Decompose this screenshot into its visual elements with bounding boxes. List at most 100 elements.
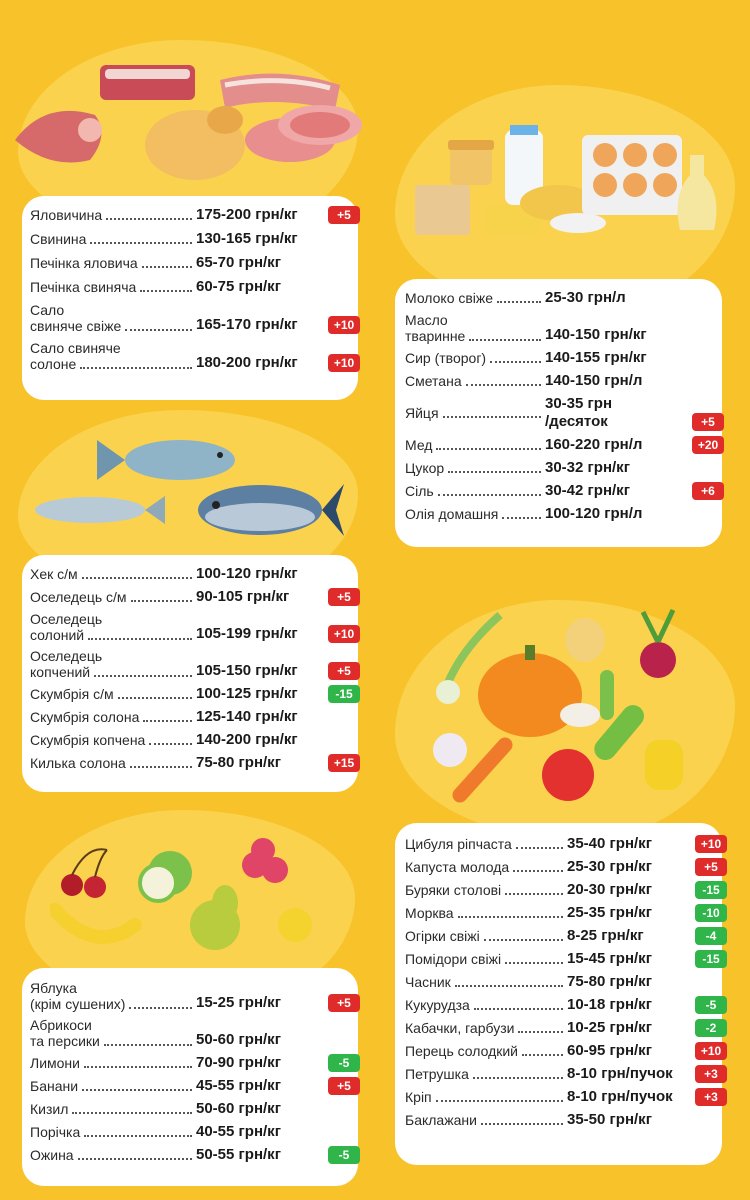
price-unit: грн/кг bbox=[604, 326, 647, 343]
product-name: Сир (творог) bbox=[405, 350, 487, 366]
product-name: Сало свиняче bbox=[30, 340, 121, 356]
product-name: Банани bbox=[30, 1078, 79, 1094]
price-unit: грн/кг bbox=[246, 588, 290, 605]
price-row: Сало свиняче солоне 180-200 грн/кг +10 bbox=[30, 340, 360, 372]
price-change-badge: +10 bbox=[328, 625, 360, 643]
price-row: Баклажани 35-50 грн/кг bbox=[405, 1111, 714, 1129]
price-row: Кукурудза 10-18 грн/кг -5 bbox=[405, 996, 727, 1014]
price-value: 8-10 bbox=[567, 1065, 598, 1082]
price-group: 140-150 грн/кг bbox=[545, 326, 647, 344]
product-name-group: Оселедець с/м bbox=[30, 589, 196, 605]
leader-dots bbox=[513, 870, 563, 872]
price-change-badge: +5 bbox=[692, 413, 724, 431]
product-name-line2: копчений bbox=[30, 664, 91, 680]
price-group: 100-120 грн/л bbox=[545, 505, 642, 523]
price-group: 8-10 грн/пучок bbox=[567, 1065, 673, 1083]
leader-dots bbox=[125, 329, 192, 331]
price-value: 40-55 bbox=[196, 1123, 235, 1140]
price-group: 10-18 грн/кг bbox=[567, 996, 652, 1014]
product-name: Оселедець с/м bbox=[30, 589, 127, 605]
leader-dots bbox=[465, 384, 541, 386]
leader-dots bbox=[81, 577, 192, 579]
price-row: Яйця 30-35 грн/десяток +5 bbox=[405, 395, 724, 431]
product-name-group: Яйця bbox=[405, 405, 545, 421]
price-unit: грн/л bbox=[604, 372, 643, 389]
product-name-group: Порічка bbox=[30, 1124, 196, 1140]
product-name-group: Лимони bbox=[30, 1055, 196, 1071]
leader-dots bbox=[442, 416, 541, 418]
product-name: Часник bbox=[405, 974, 451, 990]
leader-dots bbox=[80, 367, 192, 369]
price-value: 25-30 bbox=[545, 289, 584, 306]
price-value: 65-70 bbox=[196, 254, 235, 271]
leader-dots bbox=[140, 290, 192, 292]
price-change-badge: +10 bbox=[695, 835, 727, 853]
product-name: Свинина bbox=[30, 231, 87, 247]
product-name-group: Часник bbox=[405, 974, 567, 990]
price-change-badge: +3 bbox=[695, 1065, 727, 1083]
price-unit: грн/кг bbox=[238, 254, 281, 271]
price-unit: грн/кг bbox=[255, 565, 298, 582]
price-unit: грн/л bbox=[604, 505, 643, 522]
price-value: 60-75 bbox=[196, 278, 235, 295]
price-value: 8-25 bbox=[567, 927, 598, 944]
product-name-group: Сіль bbox=[405, 483, 545, 499]
price-unit: грн/л bbox=[587, 289, 626, 306]
price-value: 180-200 bbox=[196, 354, 252, 371]
product-name-group: Печінка яловича bbox=[30, 255, 196, 271]
price-row: Печінка яловича 65-70 грн/кг bbox=[30, 254, 350, 272]
price-change-badge: +20 bbox=[692, 436, 724, 454]
product-name-line2: тваринне bbox=[405, 328, 466, 344]
price-row: Цибуля ріпчаста 35-40 грн/кг +10 bbox=[405, 835, 727, 853]
price-row: Сир (творог) 140-155 грн/кг bbox=[405, 349, 714, 367]
price-value: 100-125 bbox=[196, 685, 252, 702]
meat-price-list: Яловичина 175-200 грн/кг +5 Свинина 130-165 … bbox=[22, 196, 360, 372]
price-unit: грн/кг bbox=[609, 1042, 652, 1059]
price-value: 60-95 bbox=[567, 1042, 606, 1059]
price-unit: грн/кг bbox=[255, 230, 298, 247]
product-name: Перець солодкий bbox=[405, 1043, 518, 1059]
price-value: 25-30 bbox=[567, 858, 606, 875]
price-group: 60-75 грн/кг bbox=[196, 278, 281, 296]
price-row: Кабачки, гарбузи 10-25 грн/кг -2 bbox=[405, 1019, 727, 1037]
product-name: Огірки свіжі bbox=[405, 928, 480, 944]
price-row: Сіль 30-42 грн/кг +6 bbox=[405, 482, 724, 500]
leader-dots bbox=[437, 494, 541, 496]
price-group: 25-30 грн/кг bbox=[567, 858, 652, 876]
price-group: 15-25 грн/кг bbox=[196, 994, 281, 1012]
product-name: Оселедець bbox=[30, 648, 103, 664]
price-group: 10-25 грн/кг bbox=[567, 1019, 652, 1037]
price-value: 165-170 bbox=[196, 316, 252, 333]
price-row: Оселедець копчений 105-150 грн/кг +5 bbox=[30, 648, 360, 680]
leader-dots bbox=[436, 448, 541, 450]
price-unit: грн/кг bbox=[255, 206, 298, 223]
price-change-badge: +10 bbox=[328, 354, 360, 372]
vegetable-illustration bbox=[433, 608, 683, 803]
leader-dots bbox=[90, 242, 192, 244]
price-unit: грн/пучок bbox=[601, 1088, 673, 1105]
price-value: 20-30 bbox=[567, 881, 606, 898]
price-row: Кріп 8-10 грн/пучок +3 bbox=[405, 1088, 727, 1106]
price-change-badge: +5 bbox=[328, 588, 360, 606]
price-change-badge: -5 bbox=[328, 1054, 360, 1072]
price-value: 50-60 bbox=[196, 1100, 235, 1117]
product-name-group: Кизил bbox=[30, 1101, 196, 1117]
price-value: 100-120 bbox=[196, 565, 252, 582]
price-change-badge: +6 bbox=[692, 482, 724, 500]
price-group: 20-30 грн/кг bbox=[567, 881, 652, 899]
dairy-price-list: Молоко свіже 25-30 грн/л Масло тваринне 140-… bbox=[395, 279, 724, 523]
leader-dots bbox=[88, 638, 192, 640]
price-row: Сало свиняче свіже 165-170 грн/кг +10 bbox=[30, 302, 360, 334]
price-value: 50-55 bbox=[196, 1146, 235, 1163]
price-group: 40-55 грн/кг bbox=[196, 1123, 281, 1141]
price-change-badge: +5 bbox=[328, 994, 360, 1012]
product-name-group: Скумбрія солона bbox=[30, 709, 196, 725]
price-group: 50-55 грн/кг bbox=[196, 1146, 281, 1164]
product-name-group: Сир (творог) bbox=[405, 350, 545, 366]
price-change-badge: -5 bbox=[695, 996, 727, 1014]
product-name: Ожина bbox=[30, 1147, 74, 1163]
price-group: 25-30 грн/л bbox=[545, 289, 626, 307]
price-unit: грн/кг bbox=[255, 708, 298, 725]
product-name: Сіль bbox=[405, 483, 434, 499]
price-row: Оселедець солоний 105-199 грн/кг +10 bbox=[30, 611, 360, 643]
